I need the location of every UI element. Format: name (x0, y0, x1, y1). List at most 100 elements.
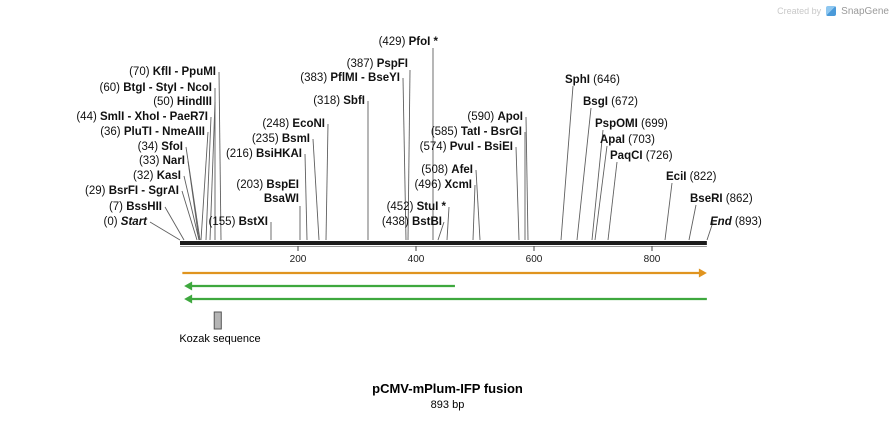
feature-arrow-green-2 (184, 294, 707, 304)
site-leader-ecii-822 (664, 182, 673, 241)
site-label: (235) BsmI (252, 133, 310, 145)
site-leader-bsgi-672 (576, 107, 592, 241)
restriction-site-xcmi-496: (496) XcmI (414, 179, 472, 191)
site-label: SphI (646) (565, 74, 620, 86)
restriction-site-apoi-590: (590) ApoI (467, 111, 523, 123)
site-leader-bseri-862 (688, 204, 697, 241)
site-label: (34) SfoI (138, 141, 183, 153)
site-label: (70) KflI - PpuMI (129, 66, 216, 78)
site-label: (32) KasI (133, 170, 181, 182)
site-label: (33) NarI (139, 155, 185, 167)
kozak-sequence-box (213, 311, 222, 330)
site-label: (318) SbfI (313, 95, 365, 107)
kozak-sequence-label: Kozak sequence (179, 333, 261, 345)
site-leader-bsmi-235 (312, 138, 320, 241)
restriction-site-sphi-646: SphI (646) (565, 74, 620, 86)
restriction-site-start-0: (0) Start (104, 216, 149, 228)
restriction-site-pvui-bsiei-574: (574) PvuI - BsiEI (420, 141, 513, 153)
site-label: (248) EcoNI (262, 118, 325, 130)
site-label: (508) AfeI (421, 164, 473, 176)
site-leader-bsshii-7 (164, 206, 185, 241)
site-leader-pflmi-bseyi-383 (402, 77, 407, 241)
site-label: End (893) (710, 216, 762, 228)
site-label: (429) PfoI * (379, 36, 439, 48)
site-leader-pspfi-387 (407, 69, 411, 241)
map-title: pCMV-mPlum-IFP fusion (372, 381, 523, 396)
restriction-site-btgi-styi-ncoi-60: (60) BtgI - StyI - NcoI (100, 82, 212, 94)
site-label: (155) BstXI (209, 216, 268, 228)
site-leader-apai-703 (594, 145, 608, 241)
restriction-site-sfoi-34: (34) SfoI (138, 141, 183, 153)
site-leader-end-893 (706, 221, 714, 241)
site-leader-hindiii-50 (209, 101, 216, 241)
site-label: (7) BssHII (109, 201, 162, 213)
site-leader-xcmi-496 (472, 184, 476, 241)
site-leader-bstbi-438 (437, 221, 445, 241)
site-leader-pspomi-699 (591, 129, 604, 241)
site-label: BseRI (862) (690, 193, 753, 205)
site-label: (383) PflMI - BseYI (300, 72, 400, 84)
site-label: PaqCI (726) (610, 150, 673, 162)
site-label: (36) PluTI - NmeAIII (100, 126, 205, 138)
restriction-site-hindiii-50: (50) HindIII (153, 96, 212, 108)
restriction-site-pspomi-699: PspOMI (699) (595, 118, 668, 130)
site-leader-paqci-726 (607, 161, 618, 241)
site-label: (44) SmlI - XhoI - PaeR7I (76, 111, 208, 123)
restriction-site-kasi-32: (32) KasI (133, 170, 181, 182)
site-label: PspOMI (699) (595, 118, 668, 130)
restriction-site-bstxi-155: (155) BstXI (209, 216, 268, 228)
site-leader-bsrfi-sgrai-29 (181, 190, 198, 241)
feature-arrow-orange (182, 268, 707, 278)
site-label: (60) BtgI - StyI - NcoI (100, 82, 212, 94)
site-leader-econi-248 (325, 123, 329, 241)
site-leader-kfli-ppumi-70 (218, 71, 222, 241)
site-leader-kasi-32 (183, 175, 200, 241)
snapgene-watermark: Created by SnapGene (777, 4, 889, 18)
site-leader-sfoi-34 (185, 146, 201, 241)
site-label: (452) StuI * (387, 201, 447, 213)
restriction-site-stui-452: (452) StuI * (387, 201, 447, 213)
restriction-site-pluti-nmeaiii-36: (36) PluTI - NmeAIII (100, 126, 205, 138)
restriction-site-pflmi-bseyi-383: (383) PflMI - BseYI (300, 72, 400, 84)
restriction-site-sbfi-318: (318) SbfI (313, 95, 365, 107)
snapgene-brand-text: SnapGene (841, 5, 889, 17)
restriction-site-nari-33: (33) NarI (139, 155, 185, 167)
restriction-site-bsihkai-216: (216) BsiHKAI (226, 148, 302, 160)
restriction-site-bseri-862: BseRI (862) (690, 193, 753, 205)
restriction-site-ecii-822: EciI (822) (666, 171, 717, 183)
restriction-site-bsshii-7: (7) BssHII (109, 201, 162, 213)
site-label: EciI (822) (666, 171, 717, 183)
site-leader-pvui-bsiei-574 (515, 146, 520, 241)
site-leader-stui-452 (446, 206, 450, 241)
feature-arrow-green-1 (184, 281, 455, 291)
restriction-site-bsmi-235: (235) BsmI (252, 133, 310, 145)
site-label: BsaWI (264, 193, 299, 205)
site-label: (387) PspFI (347, 58, 408, 70)
created-by-text: Created by (777, 6, 822, 16)
ruler-tick-label-400: 400 (408, 254, 425, 265)
restriction-site-pfoi-429: (429) PfoI * (379, 36, 439, 48)
site-label: (585) TatI - BsrGI (431, 126, 522, 138)
sequence-bar (180, 241, 707, 245)
site-label: ApaI (703) (600, 134, 655, 146)
site-leader-apoi-590 (525, 116, 529, 241)
restriction-site-tati-bsrgi-585: (585) TatI - BsrGI (431, 126, 522, 138)
site-label: (50) HindIII (153, 96, 212, 108)
restriction-site-apai-703: ApaI (703) (600, 134, 655, 146)
restriction-site-smli-xhoi-paer7i-44: (44) SmlI - XhoI - PaeR7I (76, 111, 208, 123)
restriction-site-bsrfi-sgrai-29: (29) BsrFI - SgrAI (85, 185, 179, 197)
site-leader-smli-xhoi-paer7i-44 (205, 116, 212, 241)
restriction-site-paqci-726: PaqCI (726) (610, 150, 673, 162)
ruler-tick-label-200: 200 (290, 254, 307, 265)
ruler-tick-label-600: 600 (526, 254, 543, 265)
site-label: BsgI (672) (583, 96, 638, 108)
restriction-site-afei-508: (508) AfeI (421, 164, 473, 176)
restriction-site-econi-248: (248) EcoNI (262, 118, 325, 130)
restriction-site-end-893: End (893) (710, 216, 762, 228)
site-leader-sphi-646 (560, 85, 574, 241)
site-leader-afei-508 (475, 169, 481, 241)
site-label: (496) XcmI (414, 179, 472, 191)
restriction-site-bsgi-672: BsgI (672) (583, 96, 638, 108)
